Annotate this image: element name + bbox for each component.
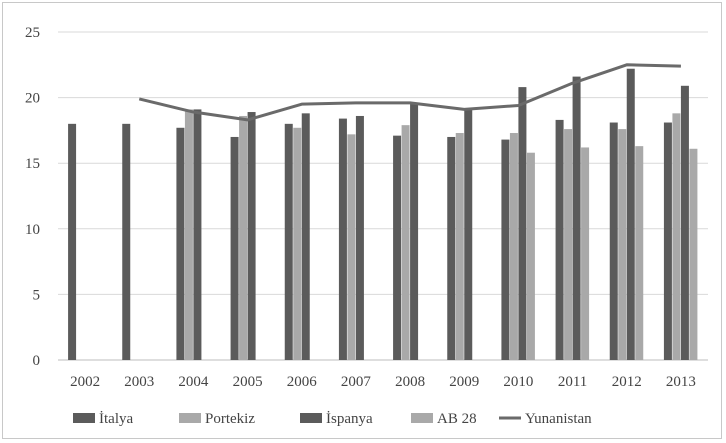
legend-label: İspanya: [326, 411, 373, 427]
bar: [509, 133, 518, 360]
bar: [555, 119, 564, 361]
x-tick-label: 2007: [341, 374, 372, 390]
legend-swatch: [411, 413, 433, 423]
bar: [68, 123, 77, 360]
bar: [564, 129, 573, 360]
bar: [247, 112, 256, 360]
bar: [663, 122, 672, 360]
x-tick-label: 2002: [70, 374, 100, 390]
bar: [581, 147, 590, 360]
bar: [626, 68, 635, 361]
y-tick-label: 20: [25, 91, 40, 107]
bar: [680, 85, 689, 361]
bar: [184, 109, 193, 361]
legend-swatch: [73, 413, 95, 423]
bar: [347, 134, 356, 360]
bar: [176, 127, 185, 360]
chart: 0 5 10 15 20 25 2002 2003 2004 2005 2006 2007 2008 20…: [25, 25, 708, 427]
x-tick-label: 2004: [178, 374, 209, 390]
x-tick-label: 2006: [287, 374, 318, 390]
bar: [301, 113, 310, 361]
bar: [230, 136, 239, 360]
bar: [293, 127, 302, 360]
x-tick-label: 2005: [233, 374, 263, 390]
x-tick-label: 2003: [124, 374, 154, 390]
bar: [618, 129, 627, 360]
x-tick-label: 2009: [449, 374, 479, 390]
bar: [635, 146, 644, 360]
series-line-yunanistan: [138, 63, 681, 122]
legend-swatch: [300, 413, 322, 423]
bar: [193, 109, 202, 361]
bar: [609, 122, 618, 360]
legend-label: AB 28: [437, 411, 477, 427]
y-tick-label: 0: [33, 353, 41, 369]
bar: [455, 133, 464, 360]
bar: [526, 152, 535, 360]
x-tick-label: 2011: [558, 374, 587, 390]
bar: [410, 102, 419, 361]
bar: [672, 113, 681, 361]
legend-label: Portekiz: [205, 411, 255, 427]
bar: [239, 115, 248, 360]
bar: [464, 109, 473, 361]
y-tick-label: 15: [25, 156, 40, 172]
y-tick-label: 10: [25, 222, 40, 238]
y-tick-label: 5: [33, 287, 41, 303]
bar: [355, 115, 364, 360]
bar: [401, 125, 410, 360]
bar: [689, 148, 698, 360]
bar: [338, 118, 347, 360]
x-tick-label: 2012: [612, 374, 642, 390]
x-tick-label: 2010: [503, 374, 533, 390]
bar: [447, 136, 456, 360]
bar: [518, 87, 527, 360]
bar: [501, 139, 510, 360]
legend-label: İtalya: [99, 411, 133, 427]
bar: [284, 123, 293, 360]
bar: [122, 123, 131, 360]
legend-swatch: [179, 413, 201, 423]
x-tick-label: 2008: [395, 374, 425, 390]
bar: [572, 76, 581, 360]
legend-label: Yunanistan: [525, 411, 592, 427]
y-tick-label: 25: [25, 25, 40, 41]
chart-frame: 0 5 10 15 20 25 2002 2003 2004 2005 2006 2007 2008 20…: [2, 2, 722, 439]
bar: [393, 135, 402, 360]
x-tick-label: 2013: [666, 374, 696, 390]
